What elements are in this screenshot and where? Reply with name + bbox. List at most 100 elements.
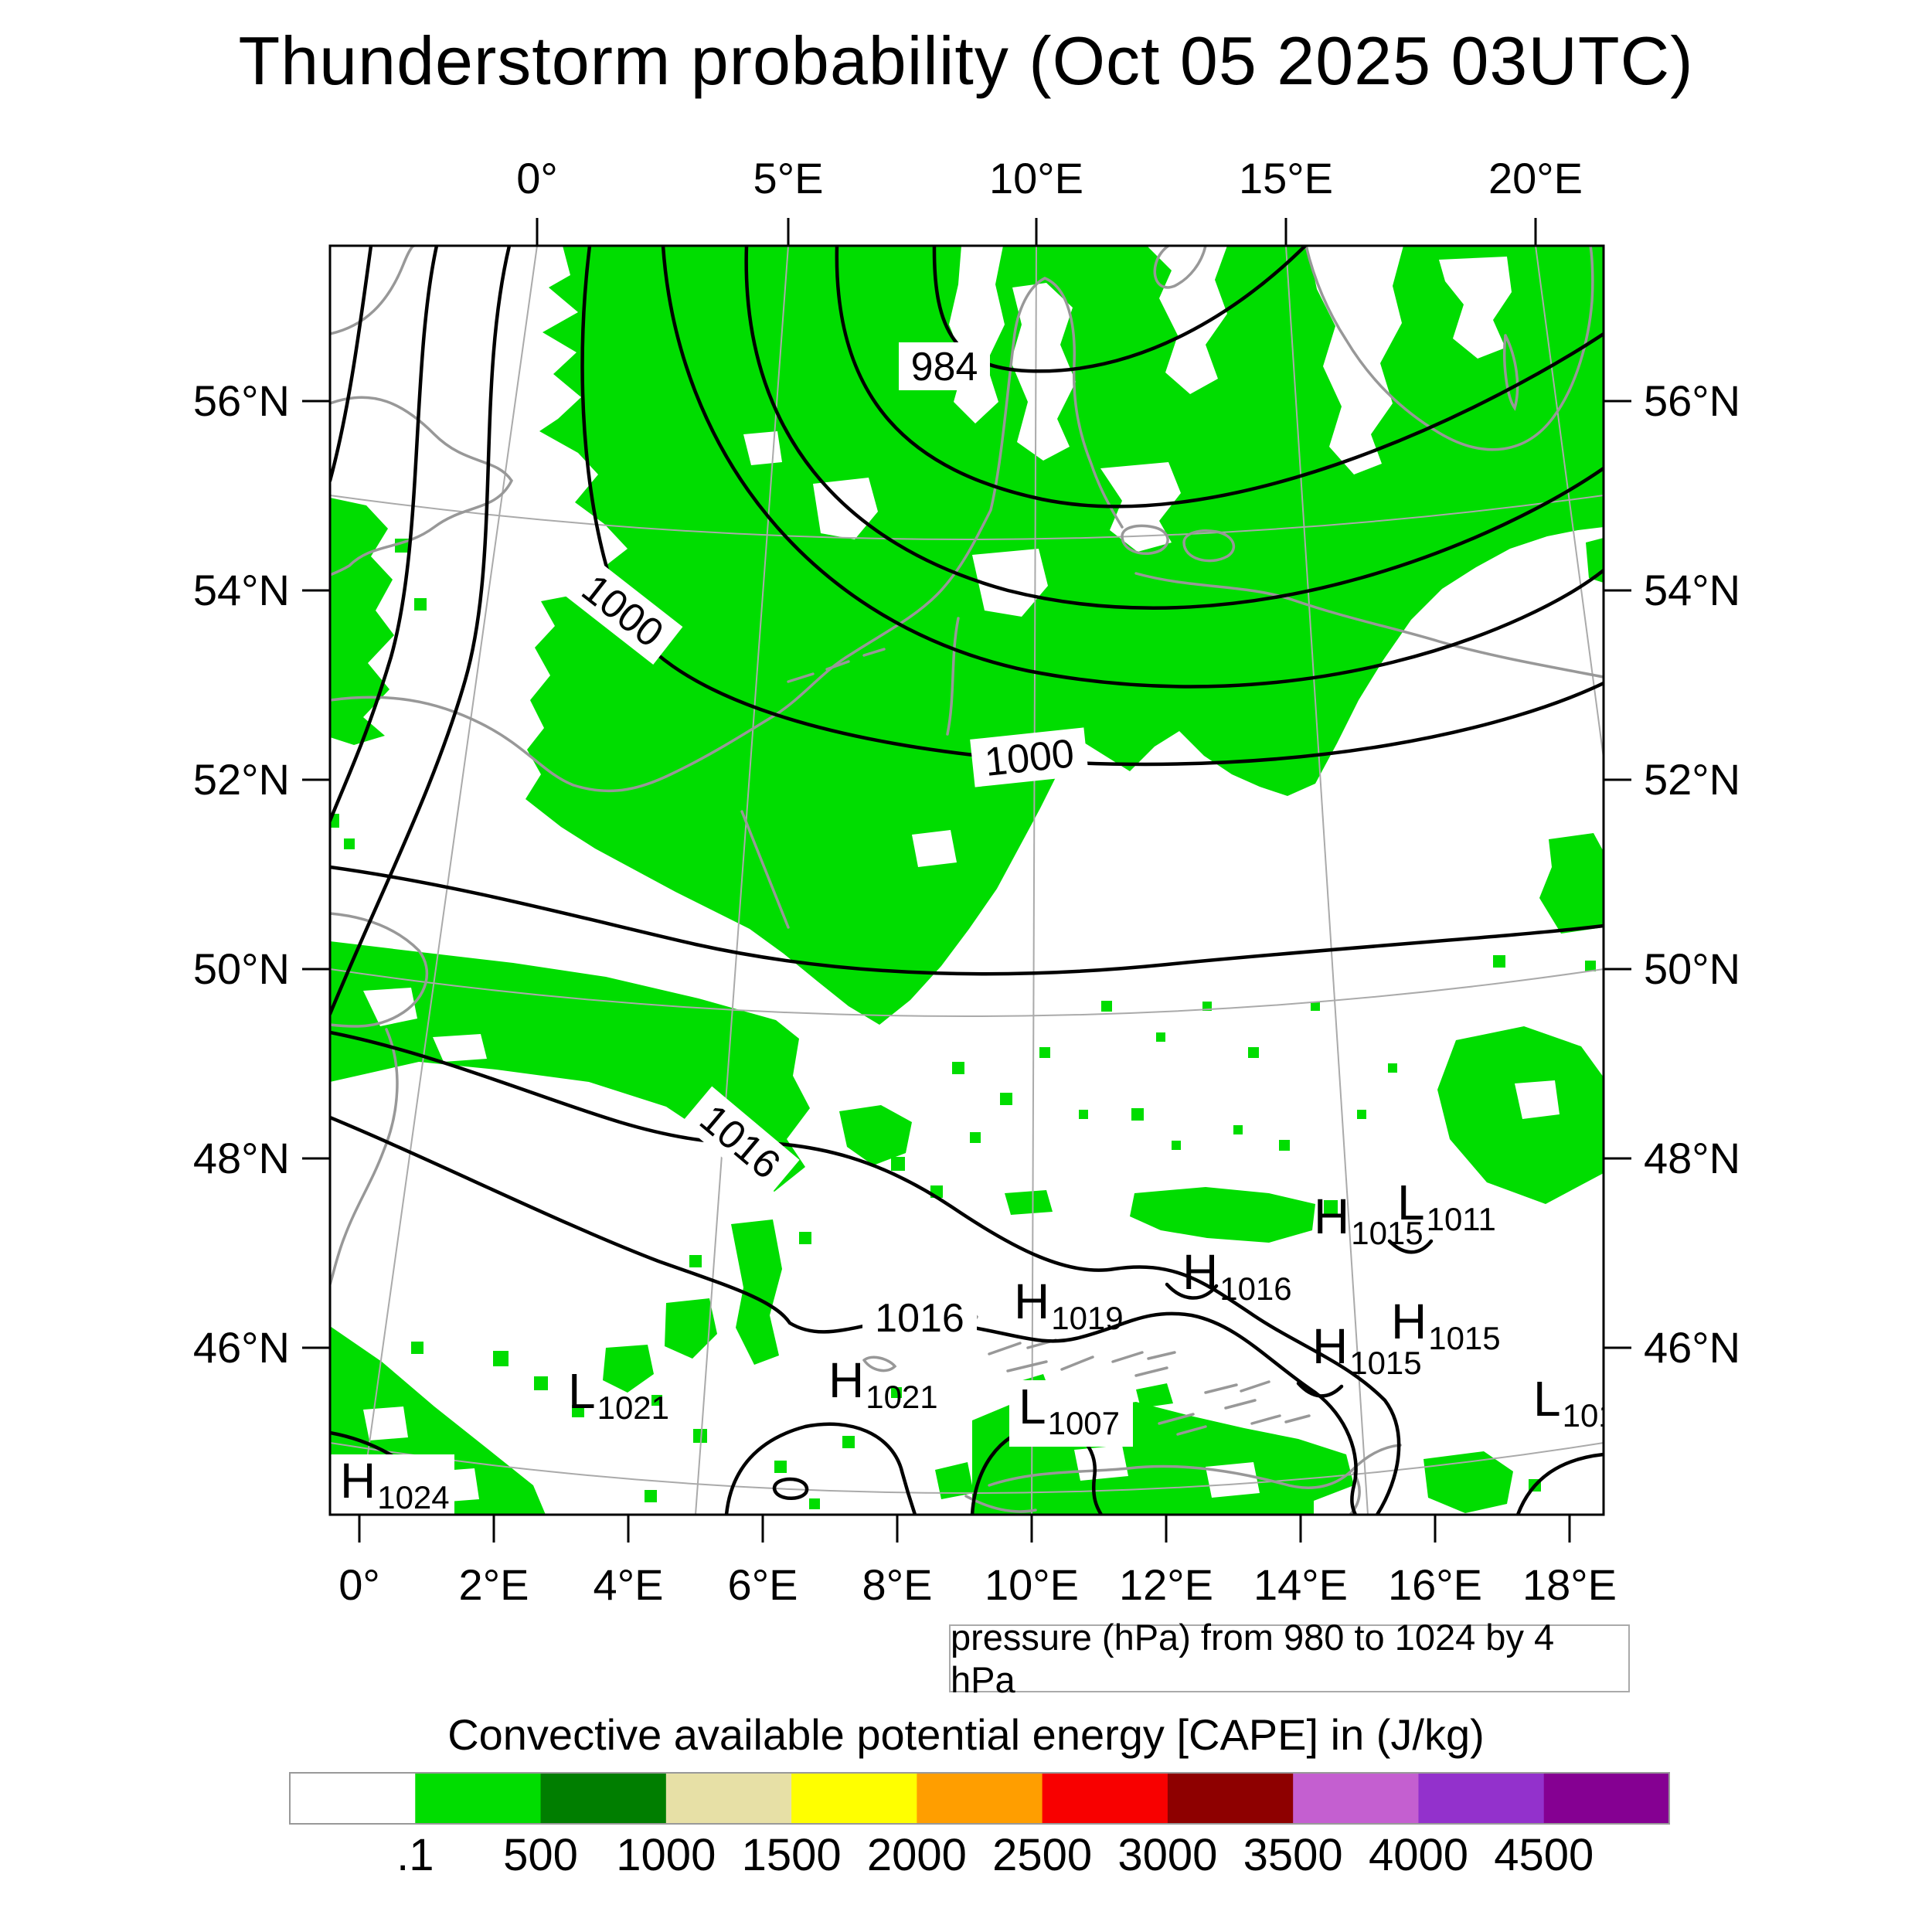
pressure-center: L1007: [1009, 1379, 1133, 1447]
coastline: [946, 617, 960, 736]
cape-dot: [1311, 1002, 1320, 1011]
pressure-center-label: L1011: [1397, 1175, 1496, 1237]
top-axis-label: 10°E: [989, 154, 1083, 202]
cape-dot: [411, 1342, 423, 1354]
map-border: [328, 244, 1605, 1516]
pressure-center: H1016: [1182, 1244, 1292, 1307]
coastline: [1304, 246, 1594, 451]
cape-dot: [809, 1498, 820, 1509]
coastline: [330, 396, 514, 577]
graticule-parallel: [330, 495, 1604, 540]
colorbar-title: Convective available potential energy [C…: [447, 1710, 1485, 1759]
top-axis-label: 5°E: [753, 154, 824, 202]
bottom-axis-label: 16°E: [1388, 1560, 1482, 1609]
cape-dot: [582, 769, 593, 780]
cape-dot: [1156, 1032, 1165, 1042]
pressure-center-value: 1011: [1427, 1201, 1496, 1237]
page-title: Thunderstorm probability (Oct 05 2025 03…: [238, 22, 1694, 99]
pressure-center: H1015: [1312, 1318, 1422, 1381]
graticule-meridian: [695, 246, 789, 1515]
coastline: [787, 648, 886, 683]
isobar-label-box: [563, 556, 683, 665]
left-axis-label: 56°N: [193, 376, 290, 425]
top-axis-label: 15°E: [1239, 154, 1333, 202]
pressure-center: H1015: [1314, 1189, 1423, 1251]
pressure-center-letter: L: [1397, 1175, 1425, 1230]
coastline: [330, 912, 429, 1028]
cape-area-patch: [1423, 1451, 1513, 1513]
cape-dot: [952, 1062, 964, 1074]
right-axis-label: 50°N: [1644, 944, 1740, 993]
colorbar-segment: [917, 1773, 1043, 1824]
cape-dot: [1493, 955, 1505, 968]
cape-area-patch: [330, 498, 394, 745]
isobar-contour: [1165, 1282, 1219, 1300]
isobar-label-group: 984: [899, 342, 990, 390]
top-axis-label: 0°: [516, 154, 558, 202]
top-axis-label: 20°E: [1488, 154, 1583, 202]
isobar-contour: [661, 246, 1604, 689]
pressure-center-value: 1007: [1048, 1405, 1120, 1441]
isobar-contour: [835, 246, 1604, 509]
pressure-center-label: H1016: [1182, 1244, 1292, 1307]
colorbar-tick-label: 1500: [742, 1830, 842, 1880]
isobar-label-box: [970, 727, 1089, 787]
pressure-center-value: 1016: [1219, 1270, 1291, 1307]
coastline: [330, 1028, 399, 1286]
cape-dot: [1202, 1002, 1212, 1011]
isobar-contour: [772, 1477, 809, 1500]
bottom-axis-label: 14°E: [1253, 1560, 1348, 1609]
left-axis-label: 54°N: [193, 566, 290, 614]
isobar-contour: [724, 1422, 917, 1515]
bottom-axis-label: 2°E: [459, 1560, 529, 1609]
pressure-center-letter: H: [1314, 1189, 1349, 1244]
pressure-center-box: [331, 1454, 454, 1515]
colorbar-tick-label: 500: [503, 1830, 578, 1880]
cape-patch-hole: [1074, 1445, 1128, 1481]
colorbar-tick-label: 2500: [992, 1830, 1092, 1880]
cape-dot: [631, 808, 640, 818]
cape-dot: [572, 1405, 584, 1417]
colorbar-tick-label: 3000: [1117, 1830, 1217, 1880]
isobar-contour: [330, 1030, 1401, 1515]
cape-area-patch: [1586, 538, 1604, 583]
colorbar-segment: [1543, 1773, 1670, 1824]
coastline: [330, 246, 416, 335]
colorbar-segment: [1167, 1773, 1294, 1824]
cape-dot: [678, 846, 689, 857]
coastline: [862, 1355, 897, 1372]
cape-dot: [693, 1429, 707, 1443]
pressure-center-value: 1021: [866, 1379, 937, 1415]
pressure-legend-note: pressure (hPa) from 980 to 1024 by 4 hPa: [949, 1617, 1630, 1700]
cape-dot: [1101, 1001, 1112, 1012]
isobar-label-box: [862, 1294, 977, 1342]
graticule-meridian: [1031, 246, 1037, 1515]
coastline: [1158, 1413, 1207, 1436]
pressure-center-letter: H: [340, 1453, 376, 1509]
cape-area-hole: [972, 549, 1048, 617]
cape-dot: [970, 1132, 981, 1143]
graticule-meridian: [1285, 246, 1369, 1515]
isobar-label-box: [681, 1086, 800, 1197]
coastline: [1182, 529, 1236, 563]
isobar-contour: [744, 246, 1604, 610]
cape-area-patch: [1136, 1383, 1173, 1408]
right-axis-label: 52°N: [1644, 755, 1740, 804]
cape-area-patch: [1130, 1187, 1315, 1243]
pressure-center-letter: L: [1019, 1379, 1046, 1434]
coastline: [988, 1338, 1094, 1393]
cape-area-patch: [1005, 1190, 1053, 1215]
cape-dot: [1388, 1063, 1397, 1073]
bottom-axis-label: 10°E: [985, 1560, 1079, 1609]
cape-area-patch: [330, 941, 810, 1192]
pressure-center-letter: H: [1312, 1318, 1348, 1374]
pressure-center-label: H1021: [828, 1352, 938, 1415]
cape-area-patch: [665, 1298, 717, 1359]
isobar-label: 984: [911, 345, 978, 389]
cape-dot: [1357, 1110, 1366, 1119]
colorbar-border: [289, 1772, 1670, 1825]
colorbar-segment: [665, 1773, 792, 1824]
colorbar-tick-label: 4000: [1369, 1830, 1468, 1880]
isobar-label-box: [899, 342, 990, 390]
